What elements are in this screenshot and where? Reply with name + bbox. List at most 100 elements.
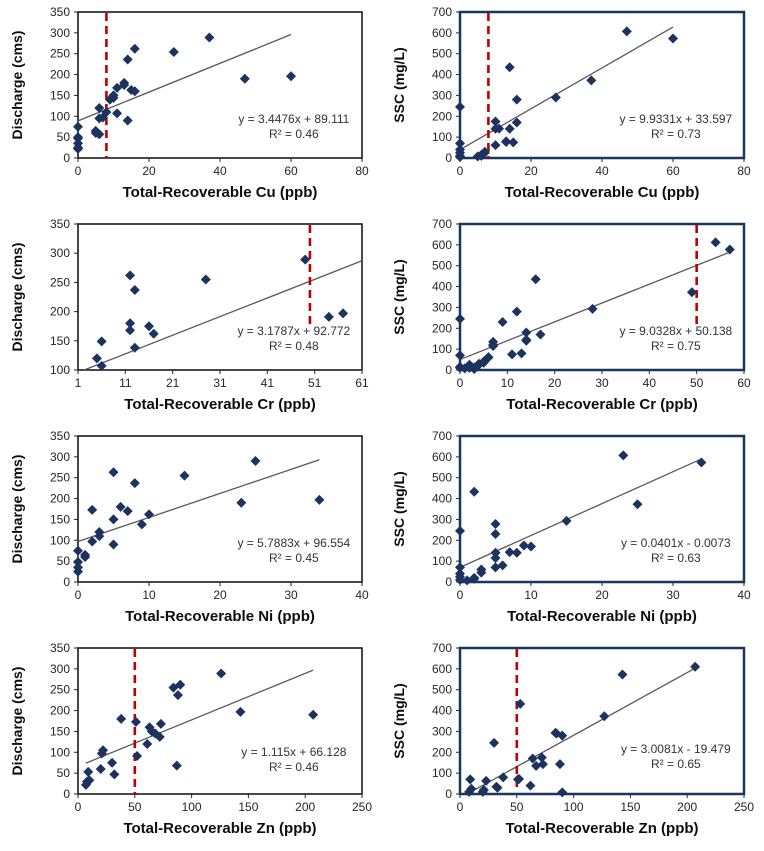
svg-text:R² = 0.65: R² = 0.65 [651,757,701,771]
svg-text:R² = 0.45: R² = 0.45 [269,551,319,565]
chart-discharge-ni: 0 50 100 150 200 250 300 350 0 10 20 30 40 y = 5.7883… [0,424,382,636]
chart-discharge-zn: 0 50 100 150 200 250 300 350 0 50 100 150 200 250 y = … [0,636,382,848]
y-axis-title: Discharge (cms) [9,667,25,776]
y-axis-title: SSC (mg/L) [391,259,407,334]
svg-text:200: 200 [295,800,315,814]
chart-ssc-cu: 0 100 200 300 400 500 600 700 0 20 40 60 80 y = 9.933… [382,0,764,212]
svg-text:150: 150 [50,88,70,102]
svg-text:200: 200 [432,533,452,547]
svg-text:100: 100 [564,800,584,814]
svg-text:30: 30 [284,588,298,602]
svg-text:y = 3.1787x + 92.772: y = 3.1787x + 92.772 [237,324,350,338]
svg-text:y = 1.115x + 66.128: y = 1.115x + 66.128 [241,745,347,759]
svg-text:0: 0 [63,575,70,589]
svg-text:10: 10 [501,376,515,390]
svg-text:350: 350 [50,217,70,231]
svg-text:0: 0 [457,376,464,390]
svg-text:0: 0 [75,588,82,602]
svg-text:150: 150 [620,800,640,814]
chart-discharge-cr: 100 150 200 250 300 350 1 11 21 31 41 51 61 y = 3.178… [0,212,382,424]
svg-text:300: 300 [432,88,452,102]
data-points [455,450,707,586]
svg-text:y = 9.9331x + 33.597: y = 9.9331x + 33.597 [619,112,732,126]
svg-text:R² = 0.48: R² = 0.48 [269,339,319,353]
svg-text:600: 600 [432,26,452,40]
svg-text:200: 200 [432,109,452,123]
svg-text:600: 600 [432,450,452,464]
svg-text:700: 700 [432,641,452,655]
svg-text:10: 10 [142,588,156,602]
svg-text:0: 0 [445,787,452,801]
trendline [459,26,674,151]
x-axis: 0 10 20 30 40 [75,582,369,602]
svg-text:R² = 0.73: R² = 0.73 [651,127,701,141]
svg-text:250: 250 [50,683,70,697]
svg-text:500: 500 [432,471,452,485]
x-axis-title: Total-Recoverable Ni (ppb) [507,608,697,625]
y-axis-title: Discharge (cms) [9,455,25,564]
y-axis: 100 150 200 250 300 350 [50,217,78,377]
trendline [77,33,292,122]
chart-ssc-zn: 0 100 200 300 400 500 600 700 0 50 100 150 200 250 y =… [382,636,764,848]
svg-text:500: 500 [432,683,452,697]
y-axis: 0 100 200 300 400 500 600 700 [432,429,460,589]
y-axis-title: Discharge (cms) [9,31,25,140]
svg-text:350: 350 [50,429,70,443]
svg-text:100: 100 [50,363,70,377]
x-axis: 0 10 20 30 40 [457,582,751,602]
x-axis-title: Total-Recoverable Cr (ppb) [124,396,315,413]
scatter-plot-discharge-vs-zn: 0 50 100 150 200 250 300 350 0 50 100 150 200 250 y = … [9,641,372,837]
x-axis: 1 11 21 31 41 51 61 [75,370,369,390]
svg-text:150: 150 [50,724,70,738]
svg-text:60: 60 [666,164,680,178]
svg-text:40: 40 [213,164,227,178]
svg-text:200: 200 [50,305,70,319]
trendline [77,459,320,543]
svg-text:250: 250 [50,47,70,61]
y-axis: 0 100 200 300 400 500 600 700 [432,5,460,165]
svg-text:40: 40 [737,588,751,602]
svg-text:350: 350 [50,5,70,19]
svg-text:y = 0.0401x - 0.0073: y = 0.0401x - 0.0073 [621,536,731,550]
svg-text:20: 20 [548,376,562,390]
svg-text:50: 50 [57,554,71,568]
y-axis: 0 100 200 300 400 500 600 700 [432,217,460,377]
svg-text:50: 50 [510,800,524,814]
svg-text:21: 21 [166,376,180,390]
svg-text:41: 41 [261,376,275,390]
svg-text:0: 0 [63,787,70,801]
svg-text:80: 80 [737,164,751,178]
svg-text:10: 10 [524,588,538,602]
svg-text:200: 200 [50,704,70,718]
svg-text:250: 250 [734,800,754,814]
x-axis-title: Total-Recoverable Cu (ppb) [505,184,700,201]
y-axis: 0 50 100 150 200 250 300 350 [50,429,78,589]
x-axis-title: Total-Recoverable Zn (ppb) [505,820,698,837]
svg-text:300: 300 [50,246,70,260]
svg-text:61: 61 [355,376,369,390]
svg-text:700: 700 [432,429,452,443]
y-axis-title: SSC (mg/L) [391,47,407,122]
data-points [455,26,678,162]
svg-text:600: 600 [432,238,452,252]
svg-text:100: 100 [432,766,452,780]
plot-border [77,435,363,583]
svg-text:150: 150 [50,512,70,526]
y-axis: 0 100 200 300 400 500 600 700 [432,641,460,801]
svg-text:100: 100 [50,533,70,547]
data-points [455,237,735,374]
svg-text:30: 30 [595,376,609,390]
svg-text:400: 400 [432,280,452,294]
svg-text:R² = 0.75: R² = 0.75 [651,339,701,353]
svg-text:11: 11 [119,376,132,390]
svg-text:R² = 0.63: R² = 0.63 [651,551,701,565]
plot-border [458,646,746,796]
svg-text:0: 0 [457,800,464,814]
svg-text:60: 60 [737,376,751,390]
trendline [85,669,314,764]
y-axis-title: SSC (mg/L) [391,471,407,546]
plot-border [77,647,363,795]
